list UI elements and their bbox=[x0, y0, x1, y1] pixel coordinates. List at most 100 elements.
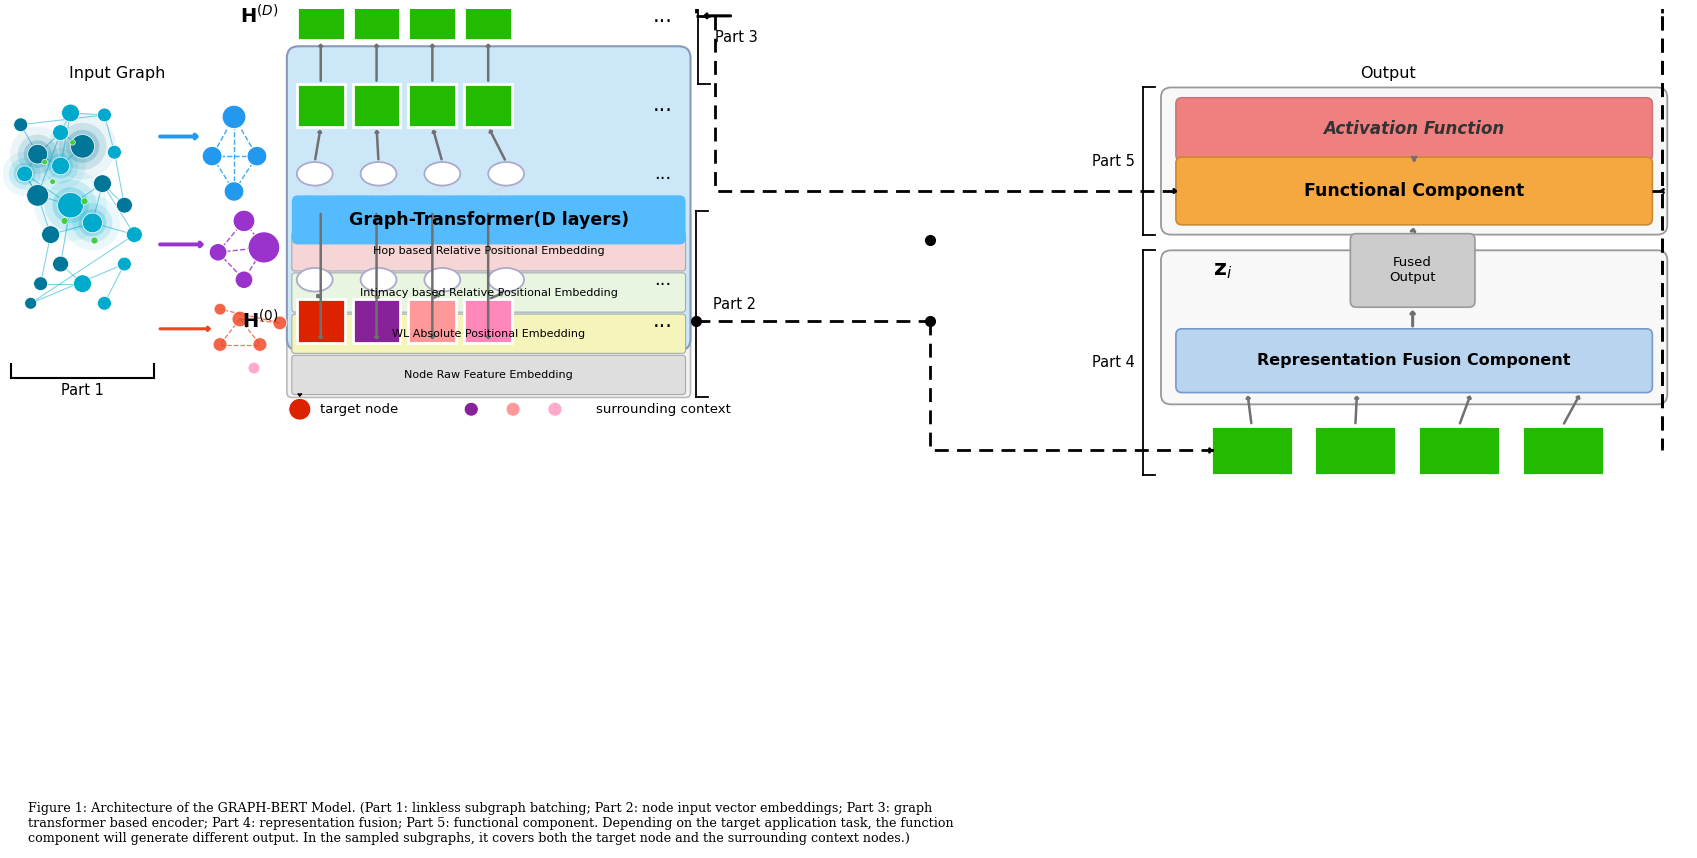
Circle shape bbox=[64, 196, 120, 251]
Circle shape bbox=[117, 197, 132, 213]
Circle shape bbox=[51, 157, 70, 175]
Text: Activation Function: Activation Function bbox=[1324, 120, 1505, 138]
Circle shape bbox=[70, 140, 75, 145]
Circle shape bbox=[232, 210, 255, 232]
Circle shape bbox=[81, 198, 88, 205]
Circle shape bbox=[107, 145, 122, 159]
Circle shape bbox=[42, 148, 78, 184]
Circle shape bbox=[93, 175, 112, 192]
Ellipse shape bbox=[360, 162, 397, 185]
Circle shape bbox=[17, 166, 32, 182]
Circle shape bbox=[248, 147, 266, 166]
Circle shape bbox=[465, 402, 479, 416]
Circle shape bbox=[97, 108, 112, 122]
Bar bbox=[353, 299, 400, 342]
Circle shape bbox=[92, 237, 98, 244]
Circle shape bbox=[97, 296, 112, 311]
Circle shape bbox=[506, 402, 519, 416]
Ellipse shape bbox=[424, 162, 460, 185]
Bar bbox=[297, 0, 344, 40]
Circle shape bbox=[53, 187, 88, 223]
Circle shape bbox=[117, 257, 131, 271]
Circle shape bbox=[61, 104, 80, 122]
Text: Intimacy based Relative Positional Embedding: Intimacy based Relative Positional Embed… bbox=[360, 287, 618, 298]
Text: Part 2: Part 2 bbox=[713, 297, 757, 311]
Text: ...: ... bbox=[653, 271, 672, 289]
Circle shape bbox=[8, 158, 41, 190]
FancyBboxPatch shape bbox=[287, 46, 691, 350]
Bar bbox=[409, 83, 456, 127]
Text: Representation Fusion Component: Representation Fusion Component bbox=[1257, 353, 1571, 368]
Circle shape bbox=[49, 113, 115, 179]
Circle shape bbox=[14, 163, 36, 184]
Text: WL Absolute Positional Embedding: WL Absolute Positional Embedding bbox=[392, 329, 585, 339]
Circle shape bbox=[288, 398, 311, 420]
Circle shape bbox=[34, 170, 107, 241]
Text: Fused
Output: Fused Output bbox=[1390, 257, 1436, 285]
FancyBboxPatch shape bbox=[1176, 157, 1653, 225]
Bar bbox=[465, 83, 512, 127]
Circle shape bbox=[14, 118, 27, 131]
Circle shape bbox=[214, 303, 226, 315]
Circle shape bbox=[10, 127, 66, 182]
Text: ...: ... bbox=[653, 6, 672, 26]
Bar bbox=[465, 299, 512, 342]
Circle shape bbox=[49, 179, 56, 184]
Circle shape bbox=[253, 338, 266, 352]
Circle shape bbox=[224, 182, 244, 202]
Circle shape bbox=[248, 232, 280, 263]
Circle shape bbox=[2, 152, 48, 196]
FancyBboxPatch shape bbox=[292, 355, 686, 395]
Text: $\mathbf{z}_i$: $\mathbf{z}_i$ bbox=[1213, 259, 1232, 281]
Circle shape bbox=[58, 192, 83, 218]
Circle shape bbox=[232, 311, 248, 327]
Text: Functional Component: Functional Component bbox=[1303, 182, 1524, 200]
Circle shape bbox=[53, 124, 68, 141]
Ellipse shape bbox=[489, 268, 524, 292]
Bar bbox=[465, 0, 512, 40]
Bar bbox=[353, 83, 400, 127]
Circle shape bbox=[222, 106, 246, 129]
Circle shape bbox=[61, 217, 68, 224]
Ellipse shape bbox=[297, 162, 333, 185]
Text: ...: ... bbox=[653, 95, 672, 115]
Circle shape bbox=[234, 271, 253, 288]
Text: $\mathbf{H}^{(0)}$: $\mathbf{H}^{(0)}$ bbox=[243, 310, 278, 333]
Circle shape bbox=[73, 275, 92, 293]
FancyBboxPatch shape bbox=[292, 232, 686, 271]
Circle shape bbox=[59, 123, 107, 170]
Text: target node: target node bbox=[319, 402, 399, 416]
Circle shape bbox=[209, 244, 227, 261]
Circle shape bbox=[53, 257, 68, 272]
Bar bbox=[1419, 426, 1500, 475]
Circle shape bbox=[42, 226, 59, 244]
Circle shape bbox=[36, 142, 87, 190]
Bar bbox=[353, 0, 400, 40]
FancyBboxPatch shape bbox=[1176, 98, 1653, 161]
Circle shape bbox=[48, 154, 73, 178]
Circle shape bbox=[25, 298, 37, 309]
Text: Node Raw Feature Embedding: Node Raw Feature Embedding bbox=[404, 370, 574, 380]
Text: Output: Output bbox=[1361, 66, 1415, 81]
Text: surrounding context: surrounding context bbox=[596, 402, 731, 416]
FancyBboxPatch shape bbox=[292, 314, 686, 353]
Text: ...: ... bbox=[653, 311, 672, 331]
Text: Hop based Relative Positional Embedding: Hop based Relative Positional Embedding bbox=[373, 246, 604, 257]
Text: Graph-Transformer(D layers): Graph-Transformer(D layers) bbox=[348, 211, 630, 229]
Circle shape bbox=[273, 316, 287, 329]
Bar bbox=[1212, 426, 1293, 475]
FancyBboxPatch shape bbox=[292, 196, 686, 245]
FancyBboxPatch shape bbox=[1161, 88, 1668, 234]
Text: ...: ... bbox=[653, 165, 672, 183]
Circle shape bbox=[548, 402, 562, 416]
Text: Part 3: Part 3 bbox=[716, 30, 759, 45]
Text: Part 1: Part 1 bbox=[61, 383, 104, 397]
Ellipse shape bbox=[297, 268, 333, 292]
Circle shape bbox=[27, 184, 49, 206]
Bar bbox=[1315, 426, 1397, 475]
Circle shape bbox=[214, 338, 227, 352]
Circle shape bbox=[73, 203, 112, 243]
Bar bbox=[297, 83, 344, 127]
Text: $\mathbf{H}^{(D)}$: $\mathbf{H}^{(D)}$ bbox=[241, 4, 278, 27]
Circle shape bbox=[202, 147, 222, 166]
